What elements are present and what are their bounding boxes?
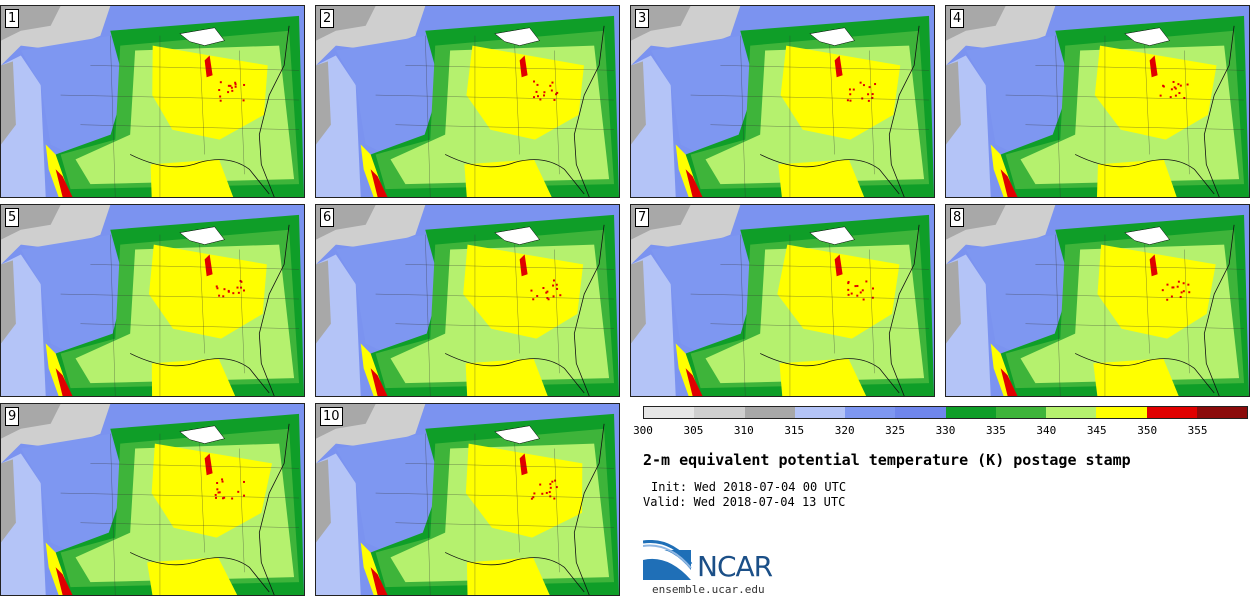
colorbar-segment [995,407,1046,418]
colorbar-ticks: 300 305 310 315 320 325 330 335 340 345 350 355 [633,424,1248,440]
colorbar-tick-label: 315 [784,424,805,437]
member-label: 6 [320,208,335,227]
temperature-map [1,205,304,396]
temperature-map [1,404,304,595]
member-label: 3 [635,9,650,28]
postage-stamp-panel-9: 9 [0,403,305,596]
member-label: 8 [950,208,965,227]
valid-time: Valid: Wed 2018-07-04 13 UTC [643,495,846,509]
temperature-map [946,205,1249,396]
postage-stamp-panel-8: 8 [945,204,1250,397]
colorbar-tick-label: 330 [935,424,956,437]
temperature-map [946,6,1249,197]
postage-stamp-panel-2: 2 [315,5,620,198]
colorbar-segment [794,407,845,418]
colorbar-segment [644,407,695,418]
colorbar-segment [1146,407,1197,418]
temperature-map [631,205,934,396]
member-label: 10 [320,407,343,426]
colorbar-segment [744,407,795,418]
colorbar-tick-label: 340 [1036,424,1057,437]
logo-text: NCAR [697,550,773,583]
colorbar-segment [1096,407,1147,418]
temperature-map [316,6,619,197]
colorbar-tick-label: 300 [633,424,653,437]
colorbar-tick-label: 350 [1137,424,1158,437]
site-url: ensemble.ucar.edu [652,583,765,596]
colorbar-tick-label: 345 [1086,424,1107,437]
temperature-map [316,205,619,396]
postage-stamp-panel-1: 1 [0,5,305,198]
colorbar-segment [895,407,946,418]
temperature-map [1,6,304,197]
colorbar [643,406,1248,419]
ncar-logo-icon [643,540,693,580]
member-label: 5 [5,208,20,227]
postage-stamp-panel-10: 10 [315,403,620,596]
postage-stamp-panel-4: 4 [945,5,1250,198]
postage-stamp-panel-3: 3 [630,5,935,198]
colorbar-segment [694,407,745,418]
member-label: 9 [5,407,20,426]
plot-title: 2-m equivalent potential temperature (K)… [643,451,1131,469]
member-label: 2 [320,9,335,28]
postage-stamp-panel-7: 7 [630,204,935,397]
colorbar-tick-label: 310 [733,424,754,437]
temperature-map [316,404,619,595]
member-label: 7 [635,208,650,227]
temperature-map [631,6,934,197]
colorbar-segment [1196,407,1247,418]
colorbar-segment [1046,407,1097,418]
postage-stamp-panel-6: 6 [315,204,620,397]
colorbar-segment [845,407,896,418]
colorbar-segment [945,407,996,418]
init-time: Init: Wed 2018-07-04 00 UTC [651,480,847,494]
colorbar-tick-label: 355 [1187,424,1208,437]
colorbar-tick-label: 335 [985,424,1006,437]
colorbar-tick-label: 305 [683,424,704,437]
colorbar-tick-label: 320 [834,424,855,437]
member-label: 4 [950,9,965,28]
member-label: 1 [5,9,20,28]
colorbar-tick-label: 325 [885,424,906,437]
postage-stamp-panel-5: 5 [0,204,305,397]
